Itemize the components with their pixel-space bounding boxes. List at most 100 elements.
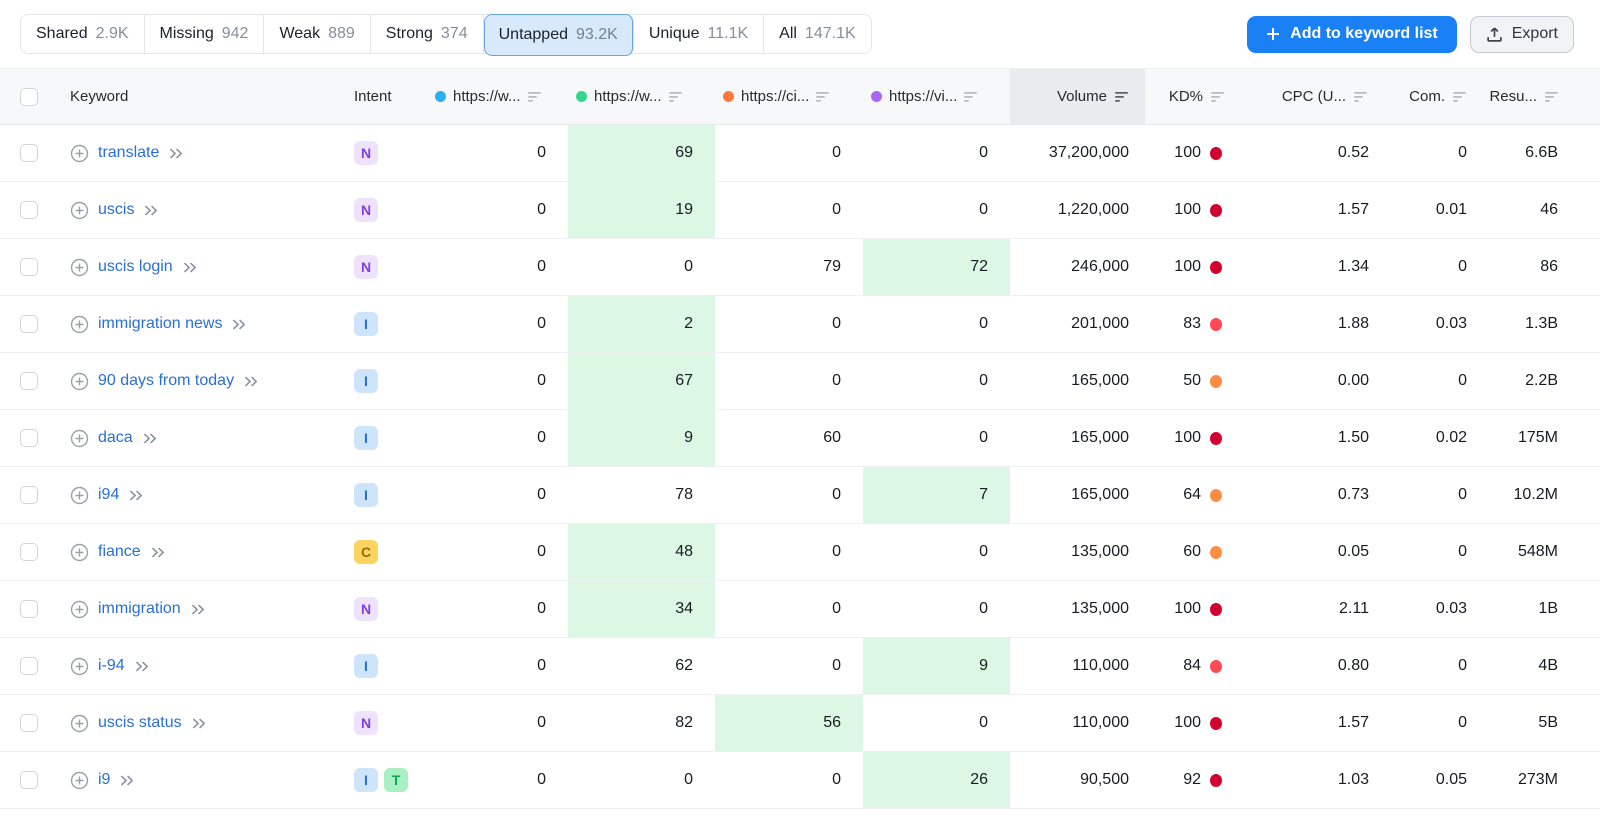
row-checkbox[interactable]	[20, 143, 38, 162]
keyword-link[interactable]: i9	[98, 771, 111, 788]
tab-unique[interactable]: Unique 11.1K	[634, 15, 765, 53]
sort-icon[interactable]	[1354, 91, 1369, 103]
intent-badge-N[interactable]: N	[354, 198, 378, 222]
keyword-link[interactable]: i94	[98, 486, 120, 503]
export-button[interactable]: Export	[1469, 15, 1574, 53]
keyword-link[interactable]: uscis login	[98, 258, 173, 275]
intent-cell: N	[341, 238, 427, 296]
add-keyword-icon[interactable]	[70, 201, 89, 220]
com-cell: 0.03	[1385, 580, 1480, 638]
tab-strong[interactable]: Strong 374	[371, 15, 484, 53]
keyword-details-chevrons-icon[interactable]	[191, 717, 207, 730]
keyword-details-chevrons-icon[interactable]	[231, 318, 247, 331]
header-results[interactable]: Resu...	[1480, 68, 1600, 125]
intent-badge-N[interactable]: N	[354, 711, 378, 735]
row-checkbox[interactable]	[20, 713, 38, 732]
add-keyword-icon[interactable]	[70, 657, 89, 676]
sort-icon[interactable]	[964, 91, 979, 103]
keyword-link[interactable]: translate	[98, 144, 160, 161]
sort-icon[interactable]	[668, 91, 684, 103]
competitor-1-position-cell: 0	[427, 466, 568, 524]
keyword-link[interactable]: daca	[98, 429, 133, 446]
row-checkbox[interactable]	[20, 542, 38, 561]
keyword-details-chevrons-icon[interactable]	[142, 432, 158, 445]
add-keyword-icon[interactable]	[70, 315, 89, 334]
row-checkbox[interactable]	[20, 371, 38, 390]
row-checkbox[interactable]	[20, 257, 38, 276]
row-checkbox[interactable]	[20, 428, 38, 447]
select-all-checkbox[interactable]	[20, 87, 38, 106]
row-checkbox[interactable]	[20, 770, 38, 789]
intent-badge-N[interactable]: N	[354, 255, 378, 279]
intent-badge-I[interactable]: I	[354, 768, 378, 792]
keyword-details-chevrons-icon[interactable]	[119, 774, 135, 787]
keyword-details-chevrons-icon[interactable]	[168, 147, 184, 160]
header-kd[interactable]: KD%	[1145, 68, 1240, 125]
header-competitor-1[interactable]: https://w...	[427, 68, 568, 125]
intent-badge-T[interactable]: T	[384, 768, 408, 792]
sort-icon-active[interactable]	[1115, 91, 1130, 103]
intent-badge-N[interactable]: N	[354, 141, 378, 165]
keyword-inner: immigration news	[70, 315, 341, 334]
keyword-details-chevrons-icon[interactable]	[150, 546, 166, 559]
header-cpc[interactable]: CPC (U...	[1240, 68, 1385, 125]
add-keyword-icon[interactable]	[70, 486, 89, 505]
row-checkbox[interactable]	[20, 485, 38, 504]
intent-badge-C[interactable]: C	[354, 540, 378, 564]
keyword-link[interactable]: fiance	[98, 543, 141, 560]
add-to-keyword-list-button[interactable]: Add to keyword list	[1247, 15, 1457, 53]
keyword-details-chevrons-icon[interactable]	[143, 204, 159, 217]
sort-icon[interactable]	[1453, 91, 1468, 103]
keyword-details-chevrons-icon[interactable]	[128, 489, 144, 502]
keyword-link[interactable]: immigration news	[98, 315, 223, 332]
sort-icon[interactable]	[1211, 91, 1226, 103]
intent-badge-I[interactable]: I	[354, 369, 378, 393]
add-keyword-icon[interactable]	[70, 372, 89, 391]
header-competitor-4[interactable]: https://vi...	[863, 68, 1010, 125]
sort-icon[interactable]	[1545, 91, 1560, 103]
tab-shared[interactable]: Shared 2.9K	[21, 15, 145, 53]
header-com[interactable]: Com.	[1385, 68, 1480, 125]
keyword-link[interactable]: uscis	[98, 201, 135, 218]
header-keyword[interactable]: Keyword	[56, 68, 341, 125]
add-keyword-icon[interactable]	[70, 258, 89, 277]
row-checkbox[interactable]	[20, 200, 38, 219]
tab-all[interactable]: All 147.1K	[764, 15, 871, 53]
intent-badge-I[interactable]: I	[354, 426, 378, 450]
header-volume[interactable]: Volume	[1010, 68, 1145, 125]
keyword-link[interactable]: immigration	[98, 600, 181, 617]
sort-icon[interactable]	[527, 91, 543, 103]
intent-badge-I[interactable]: I	[354, 483, 378, 507]
tab-weak[interactable]: Weak 889	[264, 15, 371, 53]
keyword-link[interactable]: 90 days from today	[98, 372, 235, 389]
keyword-details-chevrons-icon[interactable]	[134, 660, 150, 673]
keyword-link[interactable]: i-94	[98, 657, 125, 674]
keyword-details-chevrons-icon[interactable]	[182, 261, 198, 274]
keyword-details-chevrons-icon[interactable]	[243, 375, 259, 388]
add-keyword-icon[interactable]	[70, 144, 89, 163]
add-keyword-icon[interactable]	[70, 714, 89, 733]
header-competitor-2[interactable]: https://w...	[568, 68, 715, 125]
add-keyword-icon[interactable]	[70, 429, 89, 448]
competitor-3-position-cell: 0	[715, 295, 863, 353]
intent-badge-I[interactable]: I	[354, 654, 378, 678]
header-select-all-cell	[0, 68, 56, 125]
keyword-link[interactable]: uscis status	[98, 714, 182, 731]
keyword-row: uscis login N 0 0 79 72 246,000 100 1.34 0 …	[0, 238, 1600, 296]
tab-missing[interactable]: Missing 942	[145, 15, 265, 53]
competitor-3-position-cell: 60	[715, 409, 863, 467]
intent-badge-I[interactable]: I	[354, 312, 378, 336]
keyword-details-chevrons-icon[interactable]	[190, 603, 206, 616]
intent-badge-N[interactable]: N	[354, 597, 378, 621]
header-intent[interactable]: Intent	[341, 68, 427, 125]
add-keyword-icon[interactable]	[70, 543, 89, 562]
row-checkbox[interactable]	[20, 599, 38, 618]
row-checkbox[interactable]	[20, 314, 38, 333]
row-checkbox[interactable]	[20, 656, 38, 675]
header-competitor-3[interactable]: https://ci...	[715, 68, 863, 125]
add-keyword-icon[interactable]	[70, 600, 89, 619]
add-keyword-icon[interactable]	[70, 771, 89, 790]
com-cell: 0	[1385, 238, 1480, 296]
sort-icon[interactable]	[816, 91, 831, 103]
tab-untapped[interactable]: Untapped 93.2K	[483, 14, 634, 56]
